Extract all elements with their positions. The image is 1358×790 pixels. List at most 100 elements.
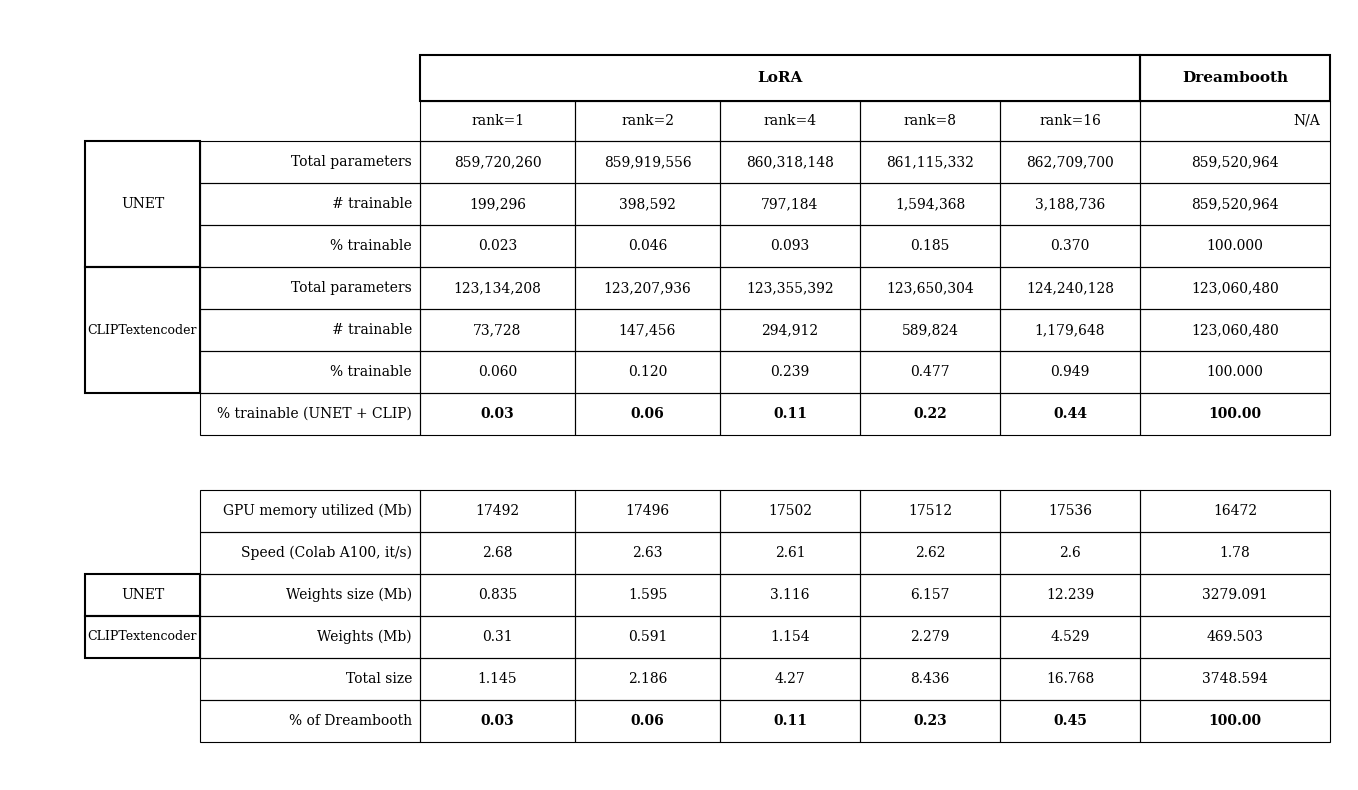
- Text: 100.000: 100.000: [1206, 365, 1263, 379]
- Text: 6.157: 6.157: [910, 588, 949, 602]
- Text: 1.145: 1.145: [478, 672, 517, 686]
- Text: 0.046: 0.046: [627, 239, 667, 253]
- Text: 8.436: 8.436: [910, 672, 949, 686]
- Bar: [999, 658, 1139, 700]
- Bar: [860, 532, 999, 574]
- Text: GPU memory utilized (Mb): GPU memory utilized (Mb): [223, 504, 411, 518]
- Bar: [860, 309, 999, 351]
- Text: N/A: N/A: [1293, 114, 1320, 128]
- Text: 100.00: 100.00: [1209, 407, 1262, 421]
- Bar: [999, 574, 1139, 616]
- Bar: [860, 574, 999, 616]
- Bar: [720, 700, 860, 742]
- Bar: [200, 700, 420, 742]
- Bar: [420, 267, 574, 309]
- Text: 0.949: 0.949: [1050, 365, 1089, 379]
- Bar: [720, 616, 860, 658]
- Bar: [720, 532, 860, 574]
- Bar: [999, 490, 1139, 532]
- Bar: [574, 351, 720, 393]
- Text: 0.03: 0.03: [481, 714, 515, 728]
- Bar: [860, 183, 999, 225]
- Bar: [720, 574, 860, 616]
- Text: 73,728: 73,728: [474, 323, 521, 337]
- Text: 100.000: 100.000: [1206, 239, 1263, 253]
- Bar: [420, 616, 574, 658]
- Bar: [200, 574, 420, 616]
- Text: 0.23: 0.23: [913, 714, 947, 728]
- Text: 0.11: 0.11: [773, 714, 807, 728]
- Text: 0.093: 0.093: [770, 239, 809, 253]
- Bar: [860, 267, 999, 309]
- Text: 3279.091: 3279.091: [1202, 588, 1268, 602]
- Bar: [1139, 351, 1329, 393]
- Bar: [999, 225, 1139, 267]
- Bar: [86, 267, 200, 393]
- Text: CLIPTextencoder: CLIPTextencoder: [88, 323, 197, 337]
- Text: 2.62: 2.62: [915, 546, 945, 560]
- Text: Total parameters: Total parameters: [291, 155, 411, 169]
- Bar: [860, 393, 999, 435]
- Text: UNET: UNET: [121, 588, 164, 602]
- Text: 2.279: 2.279: [910, 630, 949, 644]
- Text: 123,060,480: 123,060,480: [1191, 323, 1279, 337]
- Text: 0.185: 0.185: [910, 239, 949, 253]
- Text: 294,912: 294,912: [762, 323, 819, 337]
- Bar: [860, 658, 999, 700]
- Bar: [999, 351, 1139, 393]
- Bar: [200, 658, 420, 700]
- Bar: [999, 532, 1139, 574]
- Text: 2.6: 2.6: [1059, 546, 1081, 560]
- Bar: [1139, 309, 1329, 351]
- Text: LoRA: LoRA: [758, 71, 803, 85]
- Bar: [420, 183, 574, 225]
- Bar: [200, 183, 420, 225]
- Bar: [999, 267, 1139, 309]
- Text: rank=1: rank=1: [471, 114, 524, 128]
- Text: 3748.594: 3748.594: [1202, 672, 1268, 686]
- Text: 3.116: 3.116: [770, 588, 809, 602]
- Bar: [574, 267, 720, 309]
- Bar: [420, 700, 574, 742]
- Text: 123,134,208: 123,134,208: [454, 281, 542, 295]
- Text: rank=8: rank=8: [903, 114, 956, 128]
- Text: 147,456: 147,456: [619, 323, 676, 337]
- Bar: [420, 658, 574, 700]
- Text: 0.477: 0.477: [910, 365, 949, 379]
- Bar: [574, 141, 720, 183]
- Bar: [1139, 101, 1329, 141]
- Bar: [1139, 225, 1329, 267]
- Bar: [1139, 574, 1329, 616]
- Text: Dreambooth: Dreambooth: [1181, 71, 1287, 85]
- Bar: [720, 267, 860, 309]
- Bar: [200, 309, 420, 351]
- Bar: [420, 490, 574, 532]
- Text: 123,355,392: 123,355,392: [746, 281, 834, 295]
- Text: 1.595: 1.595: [627, 588, 667, 602]
- Bar: [200, 225, 420, 267]
- Text: 2.61: 2.61: [774, 546, 805, 560]
- Text: 0.060: 0.060: [478, 365, 517, 379]
- Text: 2.186: 2.186: [627, 672, 667, 686]
- Bar: [1139, 658, 1329, 700]
- Bar: [999, 141, 1139, 183]
- Bar: [574, 490, 720, 532]
- Bar: [1139, 532, 1329, 574]
- Bar: [720, 351, 860, 393]
- Text: # trainable: # trainable: [331, 323, 411, 337]
- Text: % trainable (UNET + CLIP): % trainable (UNET + CLIP): [217, 407, 411, 421]
- Bar: [420, 574, 574, 616]
- Bar: [86, 574, 200, 616]
- Text: 589,824: 589,824: [902, 323, 959, 337]
- Bar: [860, 490, 999, 532]
- Text: CLIPTextencoder: CLIPTextencoder: [88, 630, 197, 644]
- Text: 100.00: 100.00: [1209, 714, 1262, 728]
- Bar: [720, 225, 860, 267]
- Text: 0.591: 0.591: [627, 630, 667, 644]
- Bar: [1139, 55, 1329, 101]
- Text: 3,188,736: 3,188,736: [1035, 197, 1105, 211]
- Bar: [574, 658, 720, 700]
- Bar: [200, 141, 420, 183]
- Text: 1,594,368: 1,594,368: [895, 197, 966, 211]
- Bar: [720, 490, 860, 532]
